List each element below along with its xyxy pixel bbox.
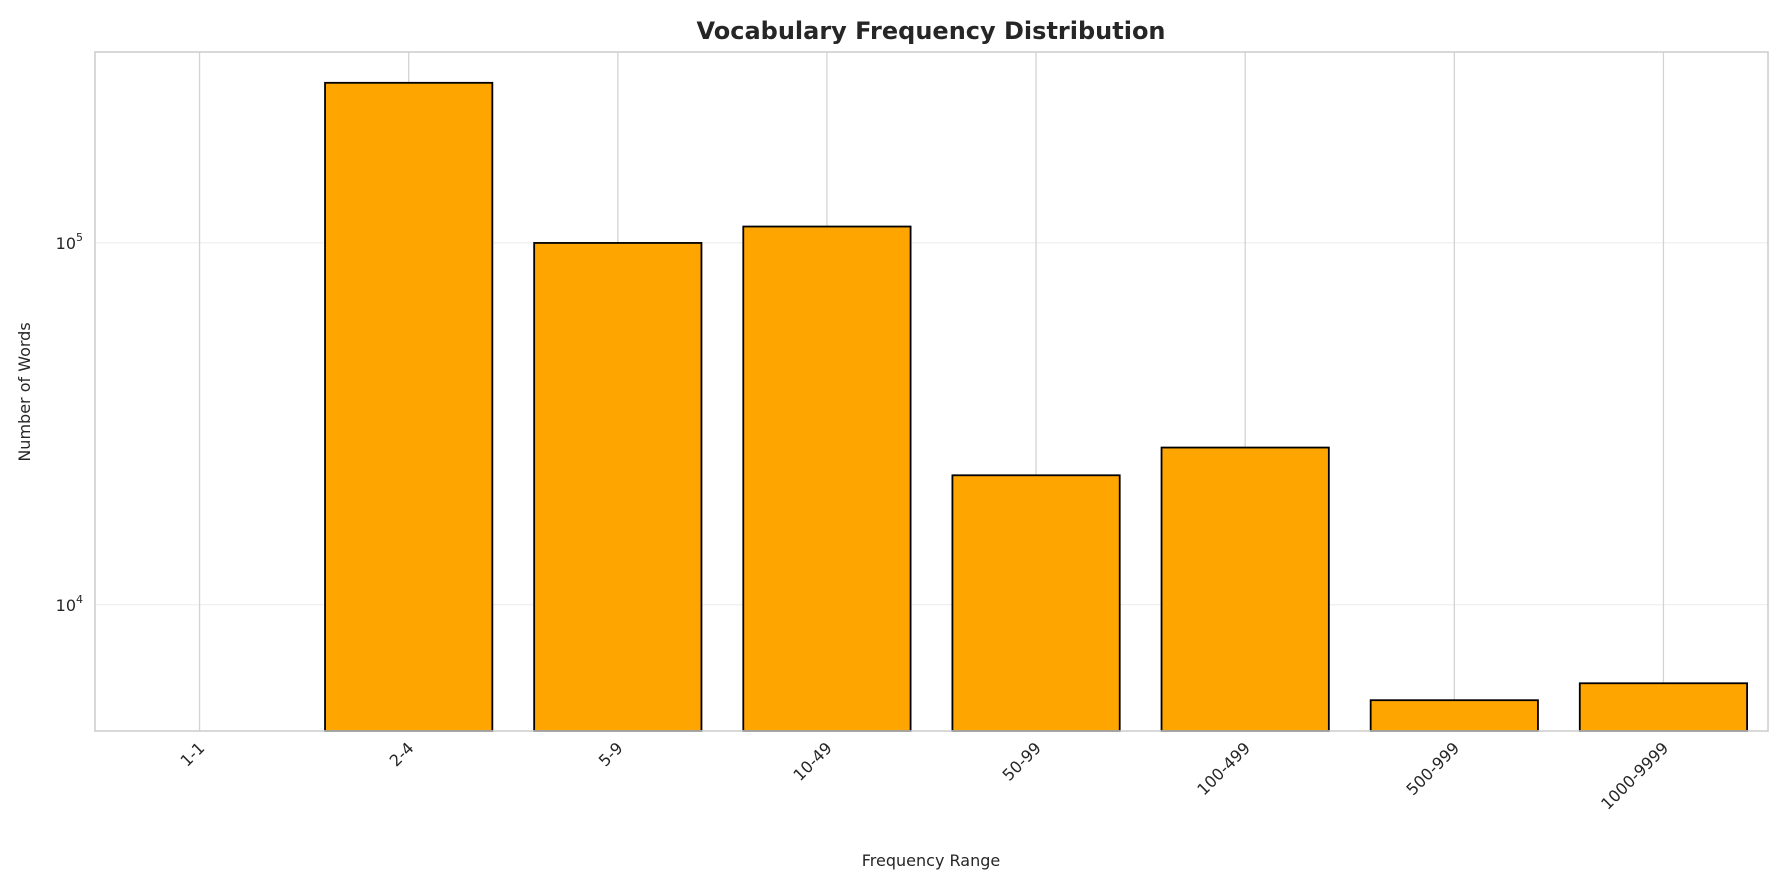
bar-10-49	[742, 225, 912, 732]
x-tick-label: 500-999	[1402, 738, 1463, 799]
bar-50-99	[951, 474, 1121, 732]
x-axis-label: Frequency Range	[862, 851, 1000, 870]
x-tick-label: 1-1	[176, 738, 208, 770]
x-tick-label: 5-9	[595, 738, 627, 770]
y-ticks: 104 105	[56, 231, 83, 615]
plot-frame	[94, 51, 1769, 732]
x-tick-label: 1000-9999	[1597, 738, 1672, 813]
x-tick-label: 10-49	[789, 738, 835, 784]
x-tick-label: 2-4	[386, 738, 418, 770]
y-axis-label: Number of Words	[15, 322, 34, 461]
bar-5-9	[533, 242, 703, 732]
chart-title: Vocabulary Frequency Distribution	[696, 17, 1165, 45]
bar-100-499	[1160, 446, 1330, 732]
x-ticks: 1-1 2-4 5-9 10-49 50-99 100-499 500-999 1000-99…	[176, 738, 1672, 813]
bar-2-4	[324, 81, 494, 732]
x-tick-label: 50-99	[999, 738, 1045, 784]
bar-500-999	[1369, 699, 1539, 732]
bar-1000-9999	[1578, 682, 1748, 732]
x-tick-label: 100-499	[1193, 738, 1254, 799]
y-tick-label: 105	[56, 231, 83, 253]
y-tick-label: 104	[56, 593, 83, 615]
